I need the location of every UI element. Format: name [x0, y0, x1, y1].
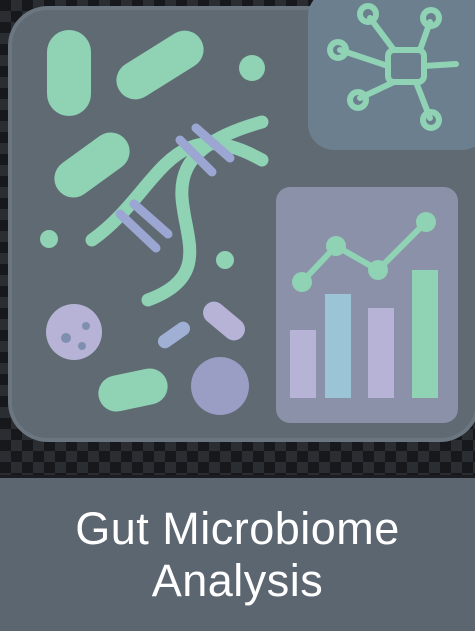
- title-band: Gut Microbiome Analysis: [0, 478, 475, 631]
- network-icon: [327, 3, 459, 131]
- network-panel: [308, 0, 475, 150]
- title-line-1: Gut Microbiome: [75, 502, 400, 554]
- microbiome-illustration: [8, 0, 475, 442]
- bar-chart-icon: [290, 212, 438, 398]
- title-line-2: Analysis: [151, 554, 324, 606]
- bacteria-icon: [40, 30, 265, 415]
- dna-helix-icon: [85, 115, 269, 307]
